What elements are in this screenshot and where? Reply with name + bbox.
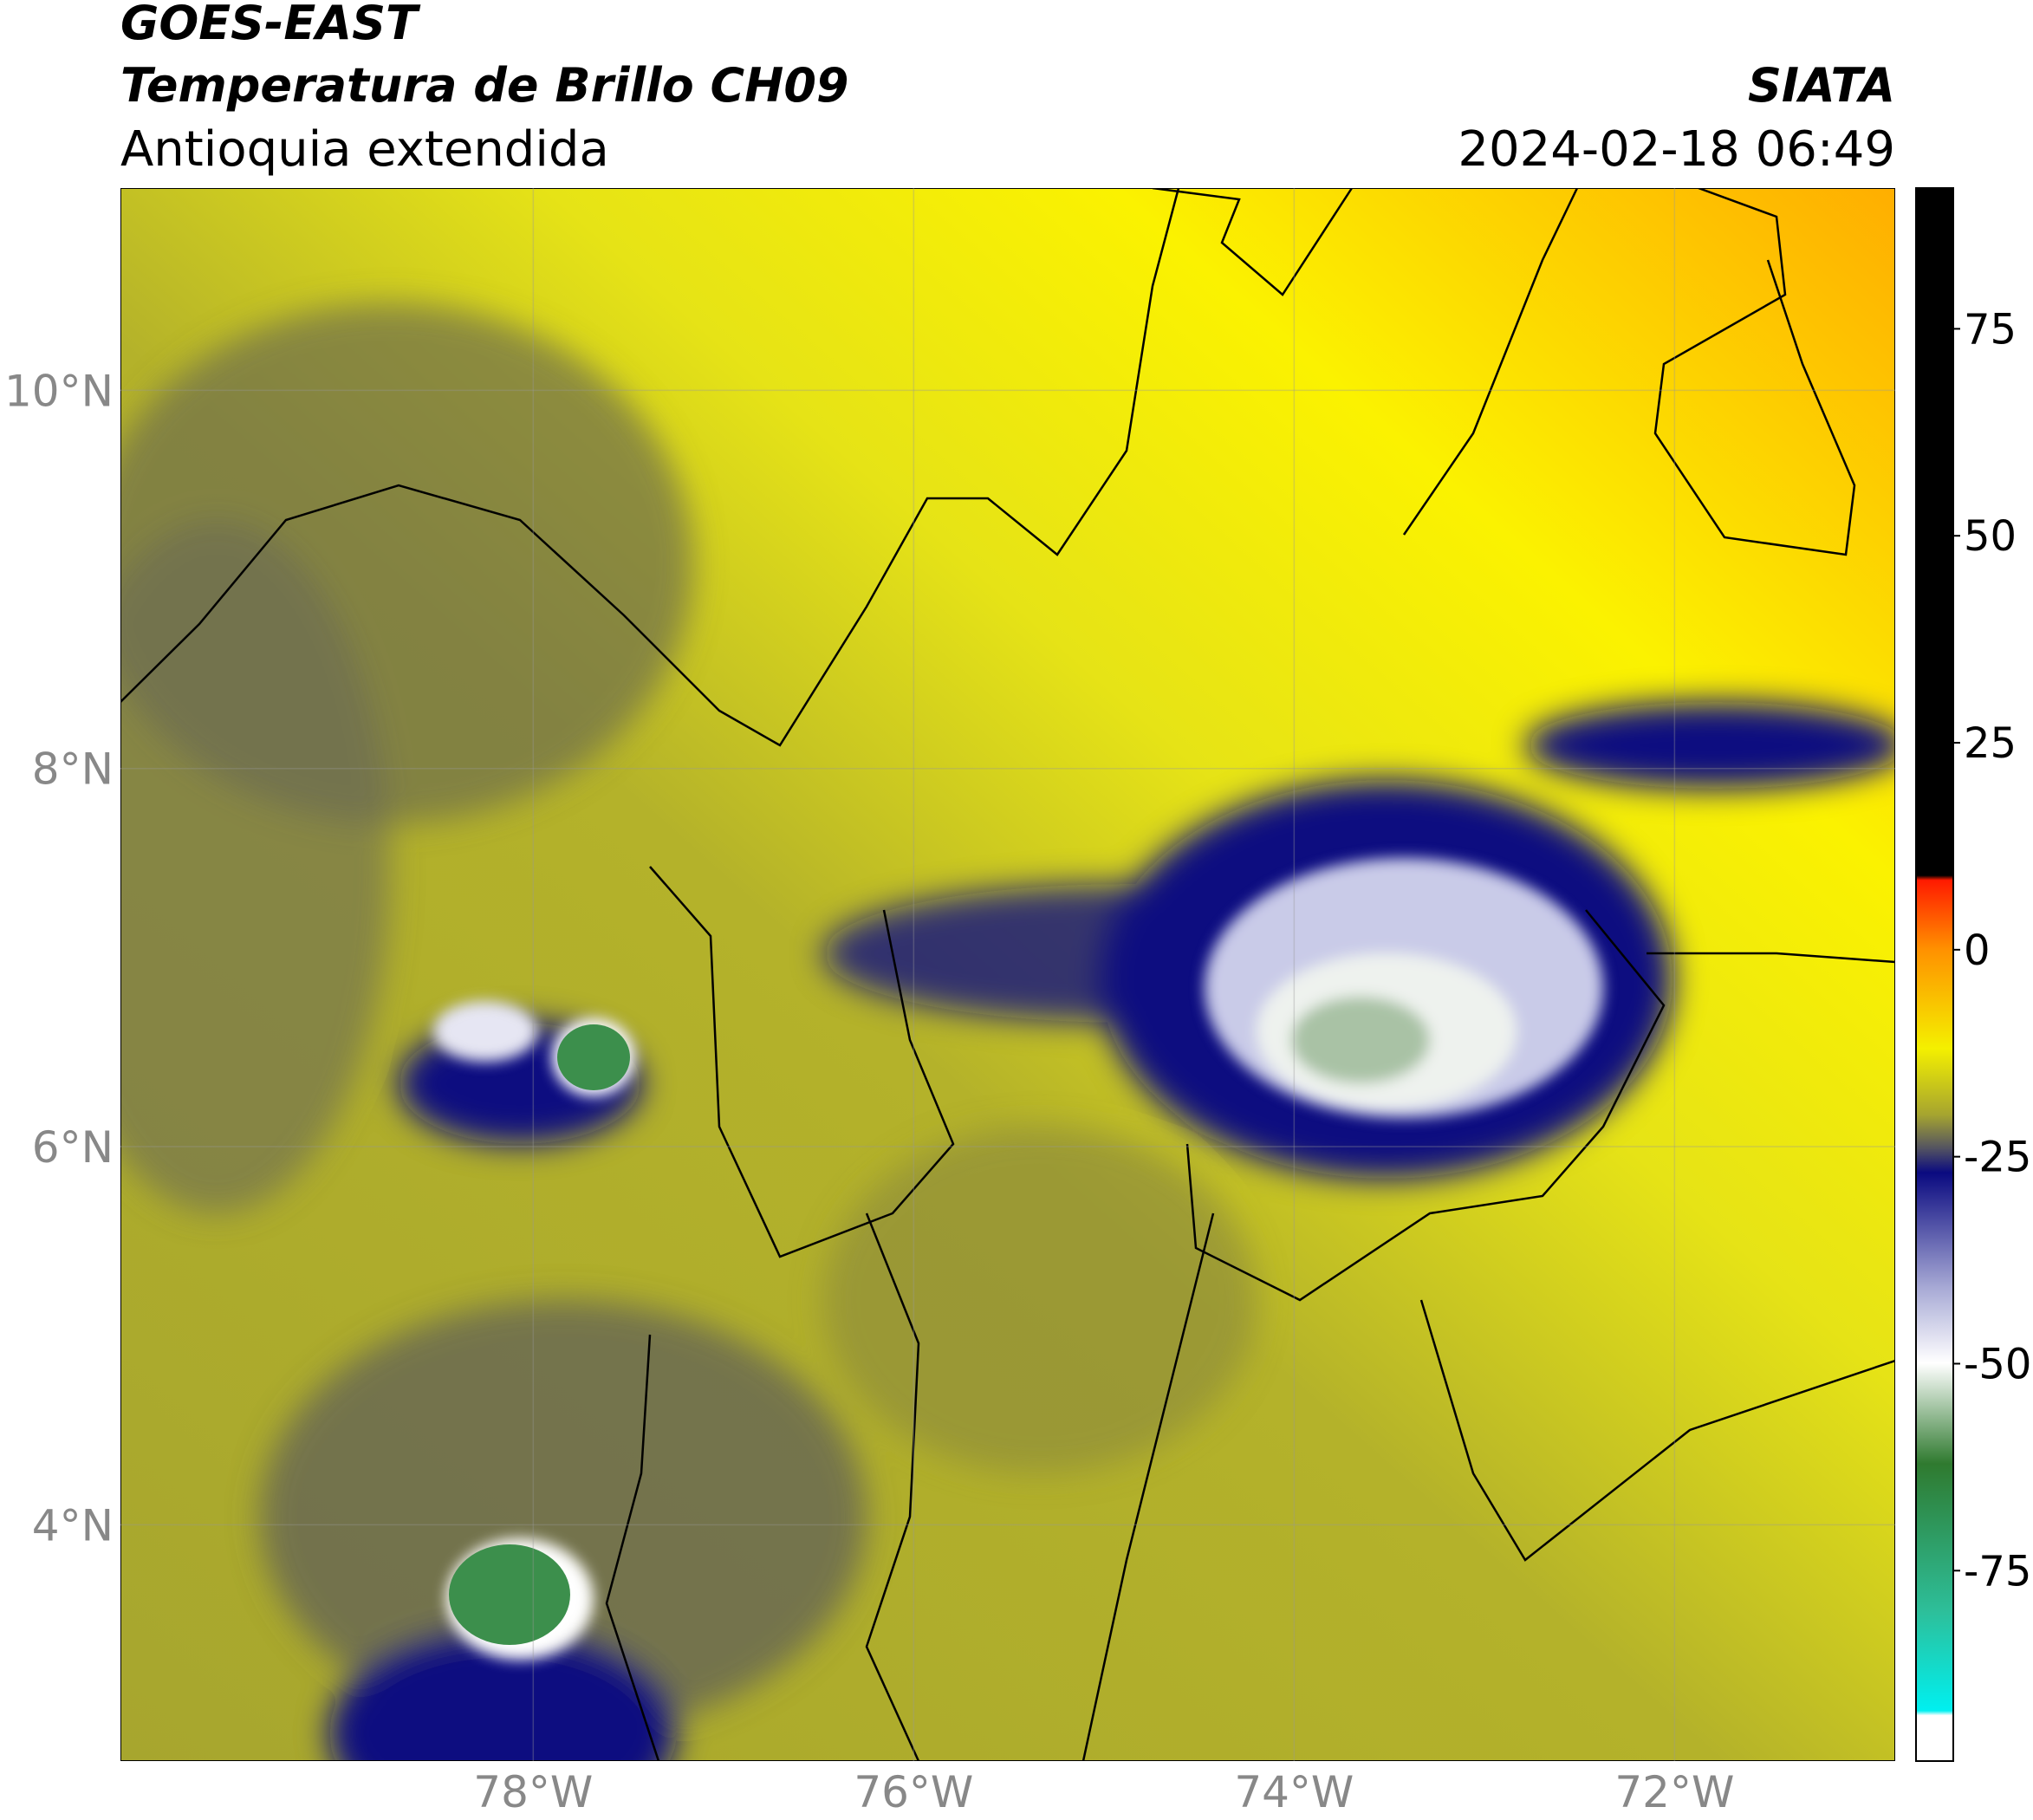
y-tick-label: 8°N: [32, 744, 114, 795]
source: SIATA: [1748, 58, 1895, 113]
colorbar-tick-label: -75: [1964, 1547, 2031, 1596]
colorbar: [1915, 187, 1954, 1762]
title: GOES-EAST: [120, 0, 421, 50]
colorbar-tick-label: 75: [1964, 305, 2017, 354]
y-tick-label: 4°N: [32, 1500, 114, 1550]
datetime: 2024-02-18 06:49: [1458, 121, 1895, 178]
x-tick-label: 76°W: [854, 1767, 973, 1817]
region: Antioquia extendida: [120, 121, 609, 178]
colorbar-tick-label: 0: [1964, 926, 1991, 975]
grid: [120, 188, 1895, 1761]
colorbar-tick-label: -25: [1964, 1134, 2031, 1182]
subtitle: Temperatura de Brillo CH09: [120, 58, 849, 113]
x-tick-label: 78°W: [473, 1767, 593, 1817]
x-tick-label: 74°W: [1234, 1767, 1354, 1817]
y-tick-label: 6°N: [32, 1122, 114, 1173]
x-tick-label: 72°W: [1614, 1767, 1734, 1817]
colorbar-tick-label: 50: [1964, 512, 2017, 561]
colorbar-tick-label: 25: [1964, 719, 2017, 768]
colorbar-tick-label: -50: [1964, 1340, 2031, 1388]
map-image: [120, 188, 1895, 1761]
y-tick-label: 10°N: [4, 366, 114, 416]
